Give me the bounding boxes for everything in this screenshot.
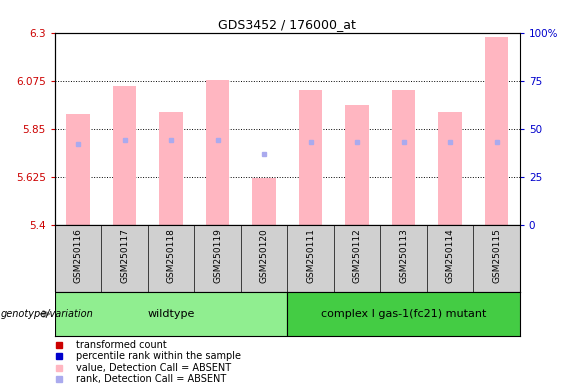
Bar <box>299 90 322 225</box>
Text: GSM250112: GSM250112 <box>353 228 362 283</box>
Bar <box>288 292 520 336</box>
Text: GSM250115: GSM250115 <box>492 228 501 283</box>
Bar <box>206 79 229 225</box>
Text: GSM250119: GSM250119 <box>213 228 222 283</box>
Text: GSM250116: GSM250116 <box>73 228 82 283</box>
Bar <box>253 178 276 225</box>
Bar <box>485 37 508 225</box>
Bar <box>159 112 182 225</box>
Text: transformed count: transformed count <box>76 340 167 350</box>
Text: rank, Detection Call = ABSENT: rank, Detection Call = ABSENT <box>76 374 226 384</box>
Text: wildtype: wildtype <box>147 309 195 319</box>
Text: GSM250120: GSM250120 <box>259 228 268 283</box>
Bar <box>392 90 415 225</box>
Text: GSM250118: GSM250118 <box>167 228 176 283</box>
Bar <box>438 112 462 225</box>
Text: genotype/variation: genotype/variation <box>1 309 94 319</box>
Text: GSM250111: GSM250111 <box>306 228 315 283</box>
Text: GSM250117: GSM250117 <box>120 228 129 283</box>
Text: value, Detection Call = ABSENT: value, Detection Call = ABSENT <box>76 363 231 373</box>
Title: GDS3452 / 176000_at: GDS3452 / 176000_at <box>218 18 357 31</box>
Bar <box>55 292 288 336</box>
Text: percentile rank within the sample: percentile rank within the sample <box>76 351 241 361</box>
Text: complex I gas-1(fc21) mutant: complex I gas-1(fc21) mutant <box>321 309 486 319</box>
Bar <box>113 86 136 225</box>
Text: GSM250113: GSM250113 <box>399 228 408 283</box>
Bar <box>345 105 369 225</box>
Text: GSM250114: GSM250114 <box>446 228 455 283</box>
Bar <box>67 114 90 225</box>
